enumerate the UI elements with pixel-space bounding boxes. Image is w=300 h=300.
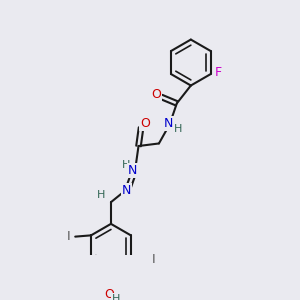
Text: H: H <box>122 160 130 170</box>
Text: N: N <box>122 184 131 197</box>
Text: O: O <box>104 288 114 300</box>
Text: H: H <box>174 124 182 134</box>
Text: N: N <box>164 117 173 130</box>
Text: O: O <box>140 116 150 130</box>
Text: H: H <box>97 190 105 200</box>
Text: F: F <box>214 66 221 79</box>
Text: I: I <box>152 253 156 266</box>
Text: I: I <box>66 230 70 243</box>
Text: H: H <box>112 294 121 300</box>
Text: O: O <box>152 88 161 101</box>
Text: N: N <box>128 164 138 177</box>
